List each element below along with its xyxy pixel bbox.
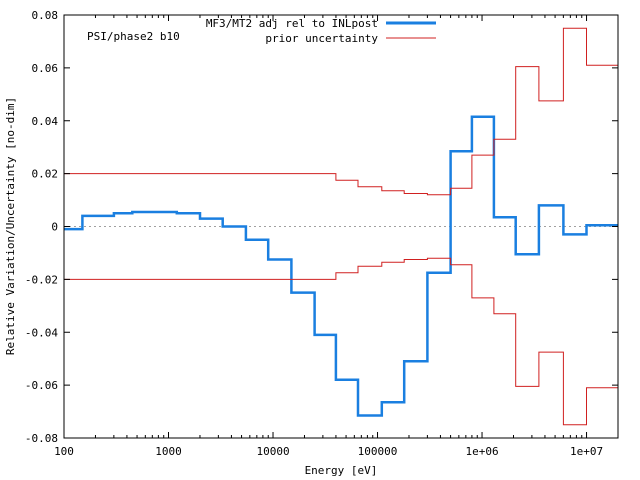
x-tick-label: 100000 <box>358 445 398 458</box>
y-tick-label: 0 <box>51 221 58 234</box>
y-tick-label: 0.02 <box>32 168 59 181</box>
x-tick-label: 1e+07 <box>570 445 603 458</box>
series-line-mf3-mt2-adj-rel-to-inlpost <box>64 115 618 417</box>
y-tick-label: -0.08 <box>25 432 58 445</box>
tick-layer: 0.080.060.040.020-0.02-0.04-0.06-0.08100… <box>25 9 618 458</box>
y-tick-label: 0.04 <box>32 115 59 128</box>
y-tick-label: -0.04 <box>25 326 58 339</box>
y-tick-label: 0.08 <box>32 9 59 22</box>
x-tick-label: 100 <box>54 445 74 458</box>
series-line-prior-uncertainty-lower <box>64 257 618 426</box>
y-tick-label: -0.02 <box>25 273 58 286</box>
y-axis-label: Relative Variation/Uncertainty [no-dim] <box>4 97 17 355</box>
legend-label-adjustment: MF3/MT2 adj rel to INLpost <box>206 17 378 30</box>
legend: MF3/MT2 adj rel to INLpost prior uncerta… <box>206 17 436 45</box>
legend-label-prior-uncertainty: prior uncertainty <box>265 32 378 45</box>
chart-annotation: PSI/phase2 b10 <box>87 30 180 43</box>
series-line-prior-uncertainty-upper <box>64 27 618 196</box>
x-axis-label: Energy [eV] <box>305 464 378 477</box>
x-tick-label: 10000 <box>256 445 289 458</box>
series-layer <box>64 27 618 426</box>
x-tick-label: 1000 <box>155 445 182 458</box>
y-tick-label: 0.06 <box>32 62 59 75</box>
x-tick-label: 1e+06 <box>465 445 498 458</box>
y-tick-label: -0.06 <box>25 379 58 392</box>
